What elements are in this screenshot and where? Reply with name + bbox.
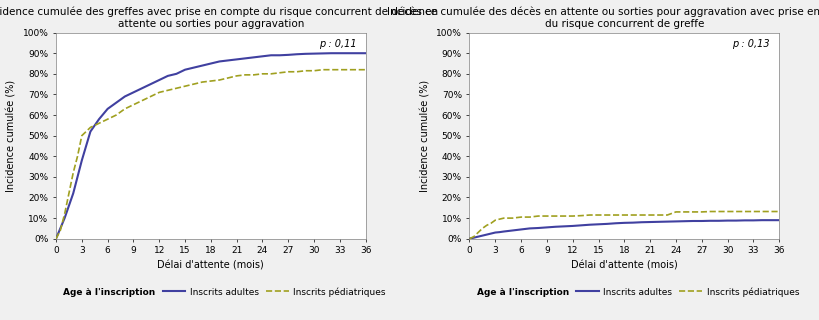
Title: Incidence cumulée des greffes avec prise en compte du risque concurrent de décès: Incidence cumulée des greffes avec prise… (0, 7, 437, 29)
Legend: Age à l'inscription, Inscrits adultes, Inscrits pédiatriques: Age à l'inscription, Inscrits adultes, I… (33, 284, 389, 300)
X-axis label: Délai d'attente (mois): Délai d'attente (mois) (570, 261, 676, 271)
Text: p : 0,13: p : 0,13 (731, 39, 769, 49)
Y-axis label: Incidence cumulée (%): Incidence cumulée (%) (7, 80, 17, 192)
Title: Incidence cumulée des décès en attente ou sorties pour aggravation avec prise en: Incidence cumulée des décès en attente o… (386, 7, 819, 29)
Text: p : 0,11: p : 0,11 (319, 39, 356, 49)
X-axis label: Délai d'attente (mois): Délai d'attente (mois) (157, 261, 264, 271)
Y-axis label: Incidence cumulée (%): Incidence cumulée (%) (420, 80, 430, 192)
Legend: Age à l'inscription, Inscrits adultes, Inscrits pédiatriques: Age à l'inscription, Inscrits adultes, I… (446, 284, 802, 300)
